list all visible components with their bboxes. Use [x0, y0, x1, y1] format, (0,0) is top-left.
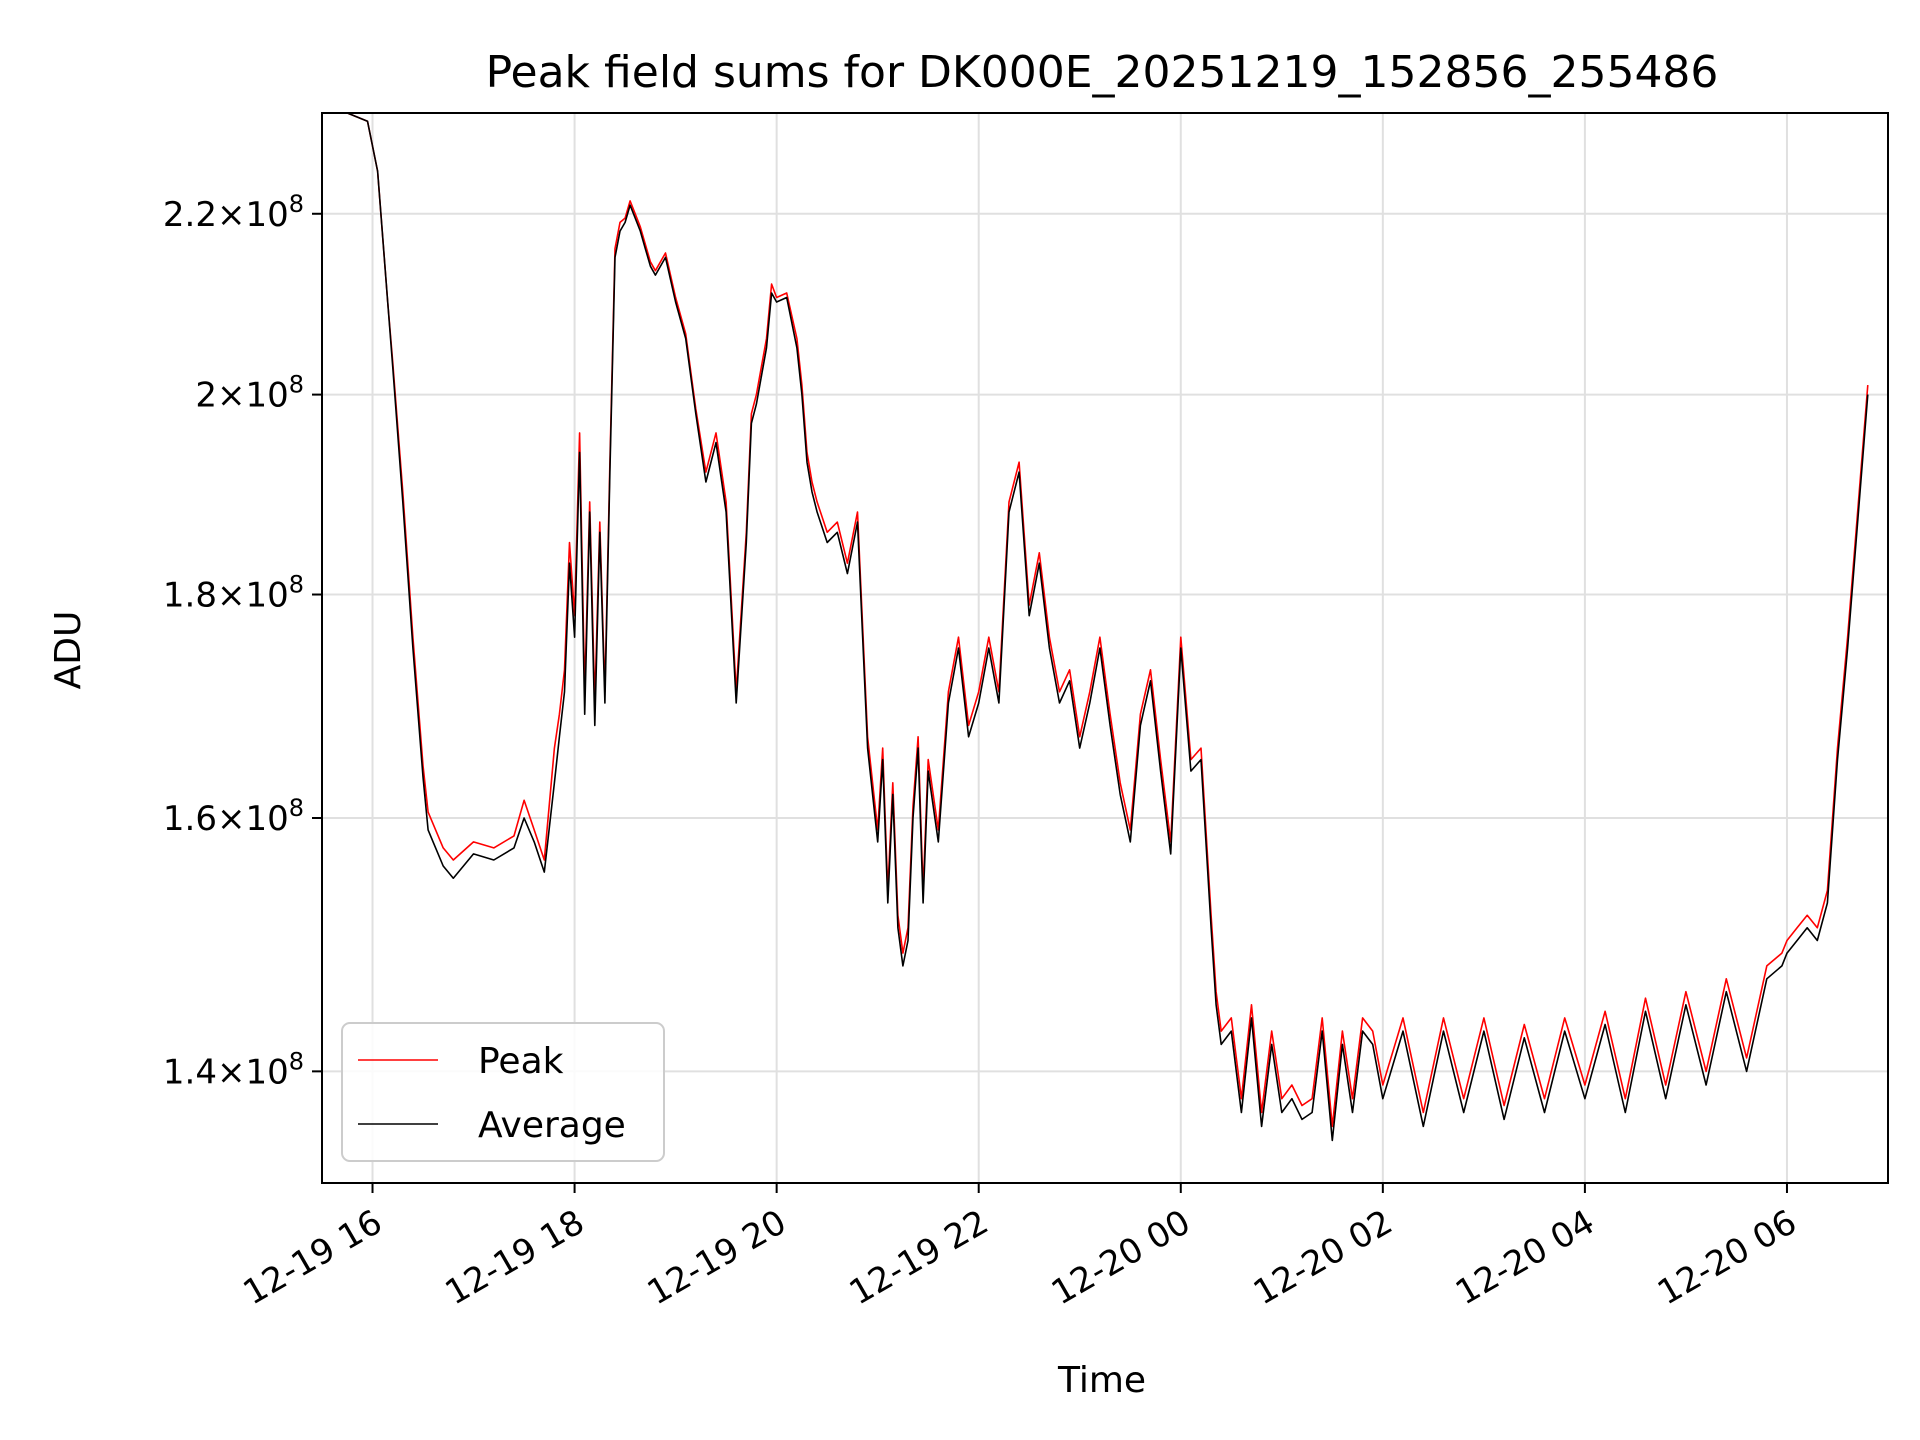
series-line-average — [346, 112, 1869, 1142]
y-tick-label: 2×108 — [195, 371, 304, 416]
plot-frame — [321, 112, 1889, 1184]
y-axis-label: ADU — [48, 611, 89, 690]
y-tick-label: 2.2×108 — [163, 190, 304, 235]
y-axis: 1.4×108 1.6×108 1.8×108 2×108 2.2×108 — [163, 190, 322, 1092]
chart-title: Peak field sums for DK000E_20251219_1528… — [486, 47, 1719, 98]
x-axis-label: Time — [1057, 1360, 1146, 1401]
legend-label-peak: Peak — [478, 1041, 564, 1082]
y-tick-label: 1.6×108 — [163, 794, 304, 839]
legend-label-average: Average — [478, 1105, 626, 1146]
series-layer — [346, 112, 1869, 1142]
y-tick-label: 1.4×108 — [163, 1047, 304, 1092]
y-tick-label: 1.8×108 — [163, 571, 304, 616]
legend-box — [341, 1022, 665, 1162]
legend: Peak Average — [341, 1022, 665, 1162]
